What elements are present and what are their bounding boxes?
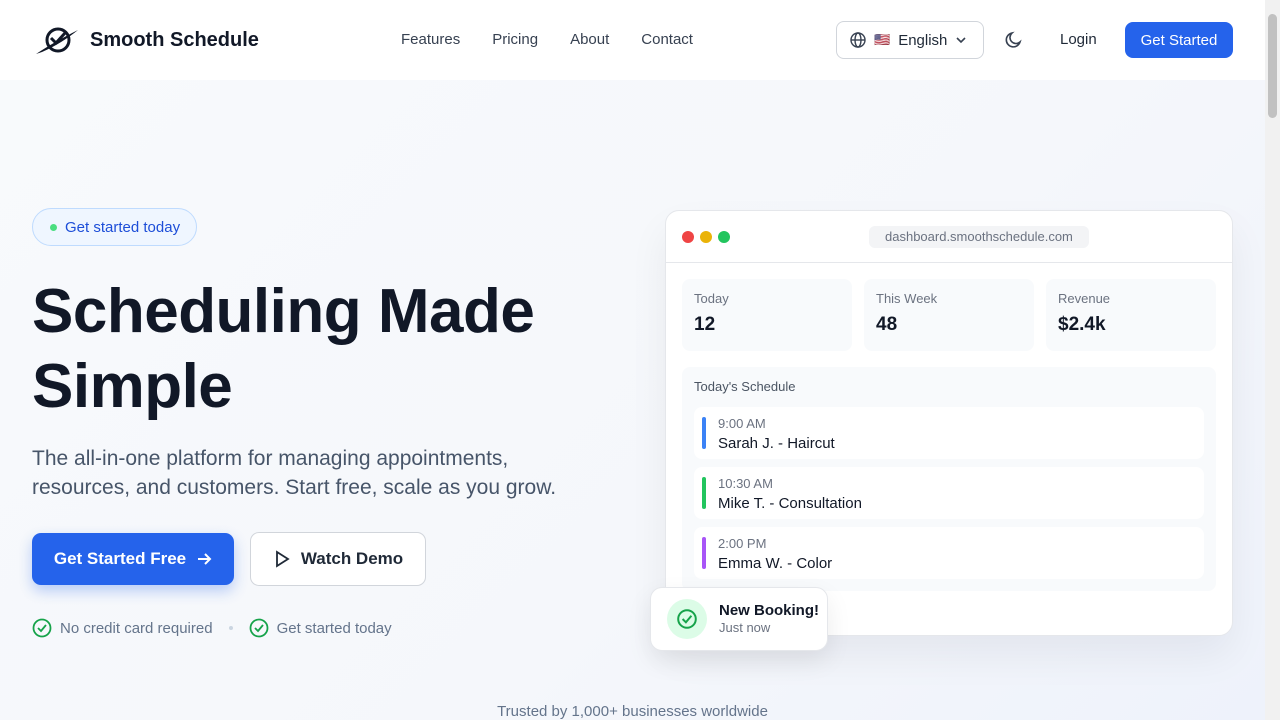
stat-value: 12 [694,314,716,335]
watch-demo-button[interactable]: Watch Demo [250,532,426,586]
appointment-item: 10:30 AM Mike T. - Consultation [694,467,1204,519]
chevron-down-icon [956,37,966,44]
globe-icon [850,32,866,48]
play-icon [275,550,290,568]
secondary-cta-label: Watch Demo [300,549,404,568]
appointment-time: 10:30 AM [718,476,773,491]
appointment-name: Sarah J. - Haircut [718,435,835,452]
hero-subtitle: The all-in-one platform for managing app… [32,447,557,499]
stat-value: 48 [876,314,898,335]
appointment-name: Emma W. - Color [718,555,833,572]
get-started-free-button[interactable]: Get Started Free [32,533,234,585]
check-text: No credit card required [60,619,213,637]
logo[interactable]: Smooth Schedule [34,24,259,56]
check-circle-icon [32,618,52,638]
check-text: Get started today [276,619,392,637]
toast-time: Just now [719,619,771,635]
title-line-1: Scheduling Made [32,277,535,346]
separator-dot [228,626,233,630]
get-started-button[interactable]: Get Started [1125,22,1233,58]
toast-title: New Booking! [719,601,819,619]
minimize-dot [700,231,712,243]
stat-label: Today [694,291,729,306]
login-link[interactable]: Login [1060,31,1097,48]
stat-label: Revenue [1058,291,1111,306]
appointment-time: 2:00 PM [718,536,767,551]
arrow-right-icon [198,553,212,565]
brand-name: Smooth Schedule [90,28,259,51]
trusted-text: Trusted by 1,000+ businesses worldwide [497,703,768,720]
todays-schedule: Today's Schedule 9:00 AM Sarah J. - Hairc… [682,367,1216,591]
dashboard-preview: dashboard.smoothschedule.com Today 12 Thi… [665,210,1233,636]
check-circle-icon [667,599,707,639]
stat-value: $2.4k [1058,314,1106,335]
scrollbar[interactable] [1265,0,1280,720]
us-flag-icon: 🇺🇸 [874,32,891,47]
logo-icon [36,27,78,54]
hero-badge: Get started today [32,208,198,246]
title-line-2: Simple [32,352,233,421]
language-selector[interactable]: 🇺🇸 English [836,21,984,59]
appointment-time: 9:00 AM [718,416,766,431]
close-dot [682,231,694,243]
nav-features[interactable]: Features [401,31,461,48]
stat-revenue: Revenue $2.4k [1046,279,1216,351]
window-bar: dashboard.smoothschedule.com [666,211,1232,263]
hero-checks: No credit card required Get started toda… [32,618,392,638]
moon-icon[interactable] [1004,30,1024,50]
nav-contact[interactable]: Contact [641,31,693,48]
appointment-item: 9:00 AM Sarah J. - Haircut [694,407,1204,459]
hero-title: Scheduling Made Simple [32,274,535,424]
stat-label: This Week [876,291,938,306]
url-bar: dashboard.smoothschedule.com [869,226,1089,248]
scrollbar-thumb[interactable] [1268,14,1277,118]
new-booking-toast: New Booking! Just now [650,587,828,651]
appointment-name: Mike T. - Consultation [718,495,862,512]
appointment-item: 2:00 PM Emma W. - Color [694,527,1204,579]
check-circle-icon [249,618,268,638]
language-label: English [898,31,948,49]
primary-cta-label: Get Started Free [53,549,187,568]
maximize-dot [718,231,730,243]
nav-about[interactable]: About [570,31,610,48]
top-nav: Smooth Schedule Features Pricing About C… [0,0,1265,80]
nav-pricing[interactable]: Pricing [492,31,539,48]
stat-week: This Week 48 [864,279,1034,351]
schedule-title: Today's Schedule [694,379,796,394]
stat-today: Today 12 [682,279,852,351]
